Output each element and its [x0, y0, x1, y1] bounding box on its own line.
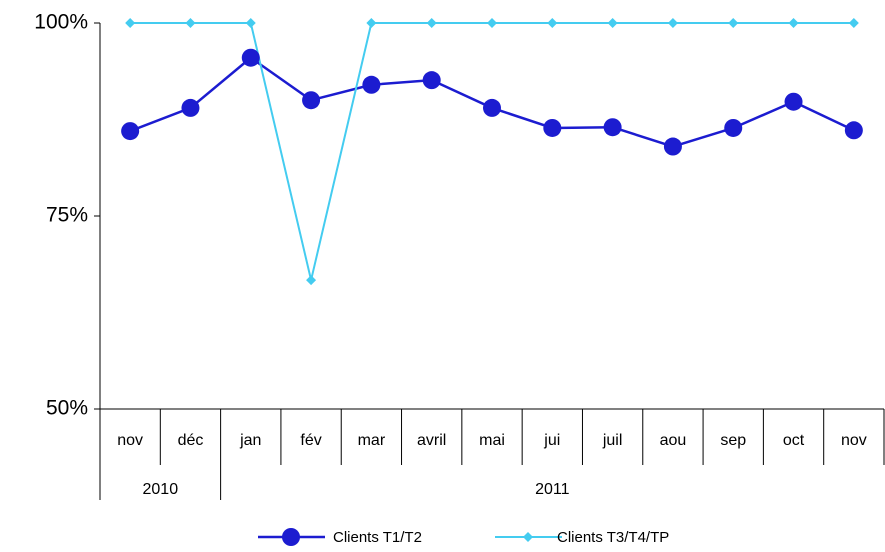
x-tick-label: sep: [720, 432, 746, 449]
data-point: [362, 75, 381, 94]
data-point: [663, 137, 682, 156]
data-point: [366, 18, 377, 28]
legend-label: Clients T3/T4/TP: [557, 529, 669, 546]
x-tick-label: oct: [783, 432, 805, 449]
data-point: [784, 92, 803, 111]
data-point: [426, 18, 437, 28]
legend-marker: [523, 532, 533, 542]
legend-marker: [282, 528, 300, 546]
y-tick-label: 50%: [46, 397, 88, 420]
x-tick-label: nov: [117, 432, 143, 449]
x-group-label: 2011: [535, 481, 570, 498]
x-tick-label: nov: [841, 432, 867, 449]
data-point: [848, 18, 859, 28]
legend-label: Clients T1/T2: [333, 529, 422, 546]
x-tick-label: juil: [602, 432, 623, 449]
x-tick-label: mai: [479, 432, 505, 449]
series-line: [130, 22, 854, 281]
data-point: [547, 18, 558, 28]
data-point: [543, 118, 562, 137]
data-point: [667, 18, 678, 28]
data-point: [241, 48, 260, 67]
data-point: [483, 98, 501, 117]
data-point: [181, 98, 200, 117]
x-tick-label: aou: [660, 432, 687, 449]
data-point: [487, 18, 497, 28]
x-tick-label: mar: [358, 432, 386, 449]
x-tick-label: avril: [417, 432, 446, 449]
data-point: [788, 18, 799, 28]
data-point: [302, 91, 321, 110]
x-tick-label: jan: [239, 432, 261, 449]
x-tick-label: jui: [543, 432, 560, 449]
x-tick-label: déc: [178, 432, 204, 449]
y-tick-label: 75%: [46, 204, 88, 227]
data-point: [422, 71, 441, 90]
data-point: [245, 18, 256, 28]
data-point: [306, 275, 317, 286]
x-group-label: 2010: [143, 481, 179, 498]
data-point: [607, 18, 618, 28]
y-tick-label: 100%: [34, 11, 88, 34]
data-point: [724, 118, 743, 137]
x-tick-label: fév: [300, 432, 321, 449]
data-point: [728, 18, 739, 28]
data-point: [603, 118, 622, 137]
data-point: [185, 18, 196, 28]
data-point: [844, 121, 863, 140]
data-point: [125, 18, 136, 28]
data-point: [121, 122, 140, 141]
